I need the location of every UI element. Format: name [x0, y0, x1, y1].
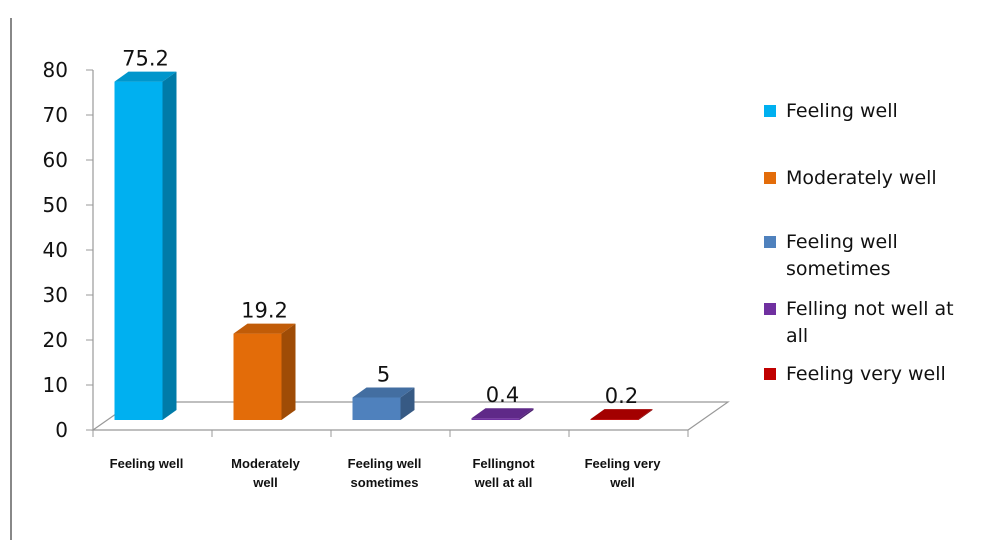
legend-label: Moderately well — [786, 167, 937, 189]
bar: 0.2 — [590, 384, 653, 420]
bar: 0.4 — [471, 383, 534, 420]
bar-side — [638, 409, 653, 420]
bar-front — [590, 419, 639, 420]
y-tick-label: 70 — [43, 103, 68, 127]
y-tick-label: 10 — [43, 373, 68, 397]
legend-entry: Feeling well sometimes — [764, 231, 898, 280]
legend-entry: Feeling well — [764, 100, 898, 122]
bar-series: 75.2 19.2 5 0.4 0.2 — [114, 47, 653, 420]
legend-entry: Moderately well — [764, 167, 937, 189]
x-category-label: Feeling well — [110, 456, 184, 471]
x-category-label: Feeling very well — [585, 456, 662, 490]
bar-top — [590, 409, 653, 420]
bar-front — [352, 397, 401, 420]
y-tick-label: 60 — [43, 148, 68, 172]
data-label: 75.2 — [122, 47, 169, 71]
bar-top — [352, 387, 415, 398]
y-tick-label: 0 — [55, 418, 68, 442]
bar-side — [162, 71, 177, 420]
bar-front — [114, 81, 163, 420]
legend-label: Feeling well sometimes — [786, 231, 898, 280]
legend-entry: Feeling very well — [764, 363, 946, 385]
legend-label: Felling not well at all — [786, 298, 954, 347]
x-axis-labels: Feeling well Moderately well Feeling well so… — [92, 430, 689, 490]
y-tick-label: 50 — [43, 193, 68, 217]
bar: 19.2 — [233, 299, 296, 420]
y-tick-label: 20 — [43, 328, 68, 352]
y-tick-label: 40 — [43, 238, 68, 262]
x-category-label: Moderately well — [231, 456, 300, 490]
y-tick-label: 80 — [43, 58, 68, 82]
legend-label: Feeling very well — [786, 363, 946, 385]
bar-front — [471, 418, 520, 420]
legend-swatch — [764, 172, 776, 184]
bar: 5 — [352, 363, 415, 420]
y-tick-label: 30 — [43, 283, 68, 307]
y-axis: 0 10 20 30 40 50 60 70 80 — [43, 58, 94, 442]
bar-top — [114, 71, 177, 82]
legend-swatch — [764, 236, 776, 248]
bar-top — [471, 408, 534, 419]
data-label: 5 — [377, 363, 390, 387]
x-category-label: Fellingnot well at all — [472, 456, 535, 490]
legend: Feeling well Moderately well Feeling well s… — [764, 100, 954, 385]
bar-front — [233, 333, 282, 420]
bar-top — [233, 323, 296, 334]
bar: 75.2 — [114, 47, 177, 420]
legend-swatch — [764, 368, 776, 380]
x-category-label: Feeling well sometimes — [348, 456, 422, 490]
data-label: 0.4 — [486, 383, 519, 407]
legend-label: Feeling well — [786, 100, 898, 122]
bar-side — [281, 323, 296, 420]
bar-side — [519, 408, 534, 420]
bar-side — [400, 387, 415, 420]
legend-swatch — [764, 105, 776, 117]
data-label: 19.2 — [241, 299, 288, 323]
data-label: 0.2 — [605, 384, 638, 408]
legend-swatch — [764, 303, 776, 315]
legend-entry: Felling not well at all — [764, 298, 954, 347]
